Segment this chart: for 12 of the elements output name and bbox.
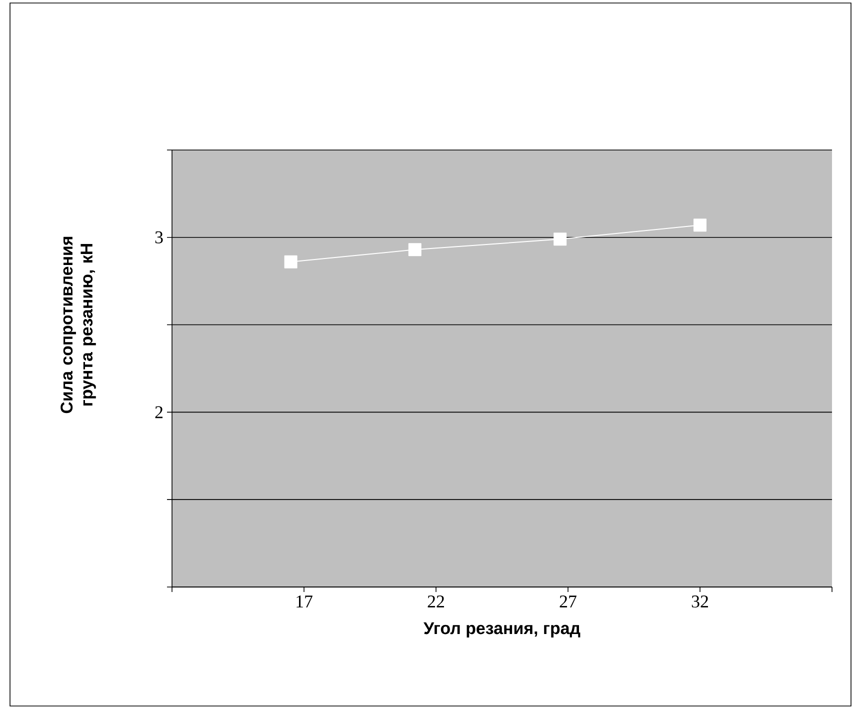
point bbox=[284, 255, 298, 268]
x-tick-label: 32 bbox=[692, 596, 708, 608]
x-tick-label: 17 bbox=[296, 596, 312, 608]
point bbox=[554, 232, 567, 246]
x-tick-label: 22 bbox=[428, 596, 444, 608]
x-axis-title: Угол резания, град bbox=[424, 622, 580, 638]
y-tick-label: 3 bbox=[155, 231, 163, 244]
point bbox=[694, 218, 707, 232]
point bbox=[408, 243, 422, 256]
y-tick-label: 2 bbox=[155, 406, 163, 418]
y-axis-title: Сила сопротивления грунта резанию, кН bbox=[60, 236, 96, 414]
x-tick-label: 27 bbox=[560, 596, 576, 608]
